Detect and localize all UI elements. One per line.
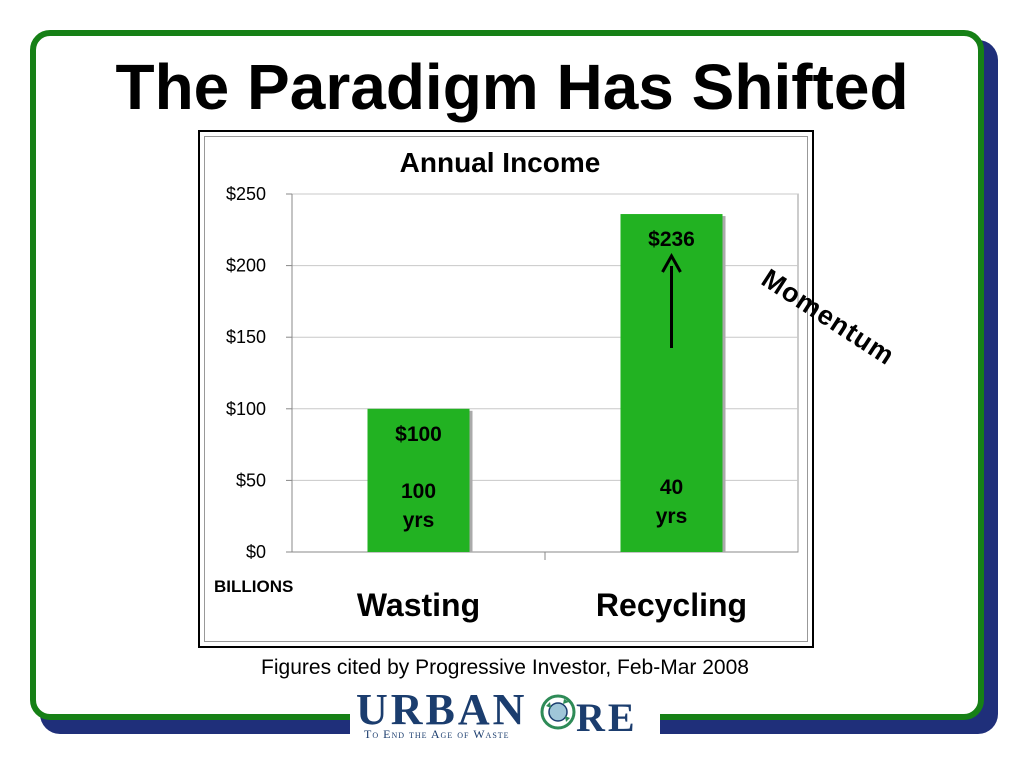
y-tick-label: $150 bbox=[226, 327, 266, 347]
bar bbox=[367, 408, 470, 552]
logo-tagline: To End the Age of Waste bbox=[364, 727, 510, 741]
logo-word-urban: URBAN bbox=[356, 685, 528, 734]
bar-duration-unit: yrs bbox=[403, 509, 435, 532]
y-tick-label: $100 bbox=[226, 399, 266, 419]
slide-title: The Paradigm Has Shifted bbox=[115, 51, 909, 123]
unit-label: BILLIONS bbox=[214, 577, 293, 596]
bar-chart: Annual Income $0 $50 $100 $150 $200 $250 $100 10… bbox=[214, 147, 799, 623]
momentum-arrow-head bbox=[661, 252, 682, 273]
bar-duration-number: 100 bbox=[401, 480, 436, 503]
recycling-globe-icon bbox=[540, 694, 576, 730]
y-tick-label: $200 bbox=[226, 256, 266, 276]
urban-ore-logo: URBAN RE To End the Age of Waste bbox=[350, 684, 660, 744]
bar-value-label: $100 bbox=[395, 423, 442, 446]
x-category-label: Wasting bbox=[357, 587, 480, 623]
bar-duration-unit: yrs bbox=[656, 505, 688, 528]
logo-word-re: RE bbox=[576, 695, 638, 740]
y-tick-label: $50 bbox=[236, 470, 266, 490]
chart-inner-border bbox=[204, 136, 808, 642]
x-category-label: Recycling bbox=[596, 587, 747, 623]
y-tick-label: $0 bbox=[246, 542, 266, 562]
bar bbox=[620, 214, 723, 552]
y-tick-label: $250 bbox=[226, 184, 266, 204]
chart-title: Annual Income bbox=[400, 147, 601, 178]
bar-duration-number: 40 bbox=[660, 476, 683, 499]
bar-value-label: $236 bbox=[648, 228, 695, 251]
source-caption: Figures cited by Progressive Investor, F… bbox=[261, 656, 749, 679]
chart-container: Annual Income $0 $50 $100 $150 $200 $250 $100 10… bbox=[198, 130, 814, 648]
